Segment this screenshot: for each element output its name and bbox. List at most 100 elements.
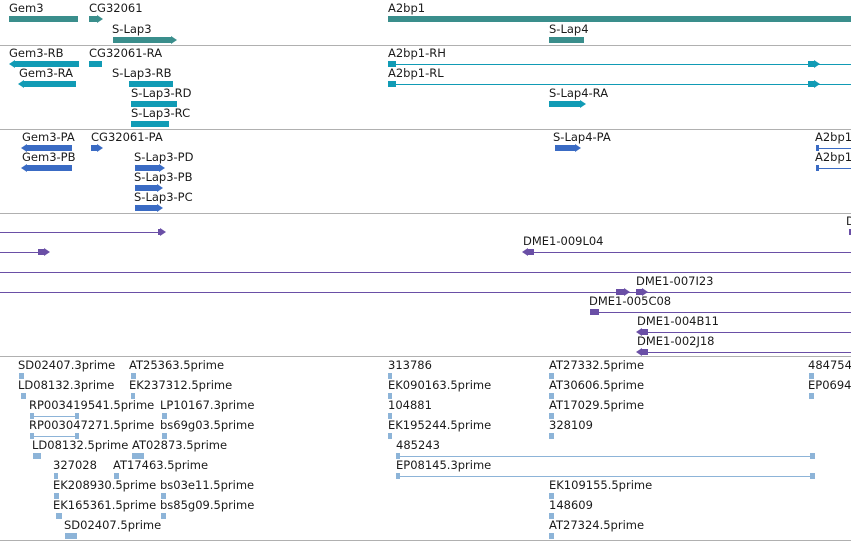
est-feature[interactable]: [30, 436, 79, 437]
protein-s-lap4-pa[interactable]: [555, 144, 581, 152]
est-feature[interactable]: [549, 413, 554, 419]
exon: [810, 473, 815, 479]
probe-feature[interactable]: [0, 292, 851, 293]
protein-s-lap3-pc[interactable]: [135, 204, 163, 212]
transcript-cg32061-ra[interactable]: [89, 61, 102, 67]
est-label: RP003419541.5prime: [29, 398, 155, 412]
probe-label: DME1-004B11: [637, 314, 719, 328]
probe-feature[interactable]: [0, 272, 851, 273]
est-feature[interactable]: [549, 533, 554, 539]
est-feature[interactable]: [30, 416, 79, 417]
est-label: bs03e11.5prime: [160, 478, 255, 492]
exon: [30, 413, 34, 419]
est-feature[interactable]: [65, 533, 77, 539]
est-feature[interactable]: [396, 476, 814, 477]
gene-s-lap4[interactable]: [549, 37, 584, 43]
exon: [158, 228, 166, 236]
est-label: AT27324.5prime: [549, 518, 645, 532]
transcript-s-lap4-ra[interactable]: [549, 100, 586, 108]
est-label: AT25363.5prime: [129, 358, 225, 372]
transcript-s-lap3-rd[interactable]: [131, 101, 177, 107]
protein-a2bp1[interactable]: [816, 148, 851, 149]
gene-gem3[interactable]: [9, 16, 78, 22]
protein-a2bp1[interactable]: [816, 168, 851, 169]
est-feature[interactable]: [809, 393, 814, 399]
gene-s-lap3[interactable]: [113, 36, 177, 44]
gene-cg32061[interactable]: [89, 15, 103, 23]
est-label: AT30606.5prime: [549, 378, 645, 392]
protein-label: S-Lap3-PD: [134, 150, 194, 164]
transcript-label: S-Lap4-RA: [549, 86, 609, 100]
probe-dme1-005c08[interactable]: [590, 312, 851, 313]
protein-gem3-pa[interactable]: [21, 144, 72, 152]
est-feature[interactable]: [396, 456, 814, 457]
est-feature[interactable]: [161, 493, 166, 499]
exon: [590, 309, 599, 315]
est-label: SD02407.3prime: [18, 358, 116, 372]
est-feature[interactable]: [549, 393, 554, 399]
probe-dme1-002j18[interactable]: [638, 352, 851, 353]
est-feature[interactable]: [33, 453, 41, 459]
est-label: 327028: [53, 458, 97, 472]
est-label: LD08132.5prime: [32, 438, 129, 452]
est-feature[interactable]: [54, 473, 58, 479]
est-feature[interactable]: [54, 493, 59, 499]
protein-s-lap3-pb[interactable]: [135, 184, 163, 192]
transcript-a2bp1-rh[interactable]: [388, 64, 851, 65]
protein-gem3-pb[interactable]: [21, 164, 72, 172]
est-feature[interactable]: [162, 433, 167, 439]
transcript-s-lap3-rb[interactable]: [129, 81, 173, 87]
exon: [75, 413, 79, 419]
est-label: 148609: [549, 498, 593, 512]
est-label: AT27332.5prime: [549, 358, 645, 372]
est-label: EP0694: [808, 378, 851, 392]
est-feature[interactable]: [161, 513, 166, 519]
protein-cg32061-pa[interactable]: [91, 144, 103, 152]
est-feature[interactable]: [162, 413, 167, 419]
est-feature[interactable]: [56, 513, 62, 519]
exon: [810, 453, 815, 459]
est-feature[interactable]: [131, 393, 135, 399]
probe-feature[interactable]: [849, 229, 851, 235]
est-feature[interactable]: [388, 433, 392, 439]
est-feature[interactable]: [19, 373, 24, 379]
est-feature[interactable]: [549, 513, 554, 519]
protein-label: A2bp1: [815, 150, 851, 164]
probe-feature[interactable]: [0, 232, 161, 233]
transcript-label: S-Lap3-RB: [112, 66, 172, 80]
est-feature[interactable]: [388, 413, 392, 419]
transcript-gem3-ra[interactable]: [18, 80, 76, 88]
probe-label: DME1-007I23: [636, 274, 714, 288]
est-feature[interactable]: [549, 433, 554, 439]
est-label: AT17463.5prime: [113, 458, 209, 472]
exon: [816, 165, 819, 171]
est-feature[interactable]: [21, 393, 26, 399]
est-feature[interactable]: [549, 373, 554, 379]
gene-a2bp1[interactable]: [388, 16, 851, 22]
probe-label: DME1-002J18: [637, 334, 715, 348]
probe-dme1-007i23[interactable]: [636, 288, 648, 296]
est-feature[interactable]: [388, 393, 392, 399]
est-feature[interactable]: [809, 373, 814, 379]
protein-s-lap3-pd[interactable]: [135, 164, 165, 172]
track-separator: [0, 213, 851, 214]
est-feature[interactable]: [549, 493, 554, 499]
est-label: EK090163.5prime: [388, 378, 492, 392]
est-feature[interactable]: [132, 453, 144, 459]
protein-label: A2bp1: [815, 130, 851, 144]
exon: [388, 81, 396, 87]
probe-dme1-004b11[interactable]: [638, 332, 851, 333]
probe-dme1-009l04[interactable]: [524, 252, 851, 253]
est-feature[interactable]: [114, 473, 119, 479]
probe-feature[interactable]: [0, 252, 44, 253]
exon: [75, 433, 79, 439]
est-label: EK195244.5prime: [388, 418, 492, 432]
transcript-label: S-Lap3-RD: [131, 86, 192, 100]
transcript-a2bp1-rl[interactable]: [388, 84, 851, 85]
transcript-gem3-rb[interactable]: [9, 60, 79, 68]
est-feature[interactable]: [131, 373, 136, 379]
transcript-s-lap3-rc[interactable]: [131, 121, 169, 127]
est-label: RP003047271.5prime: [29, 418, 155, 432]
est-feature[interactable]: [388, 373, 392, 379]
protein-label: S-Lap3-PB: [134, 170, 193, 184]
